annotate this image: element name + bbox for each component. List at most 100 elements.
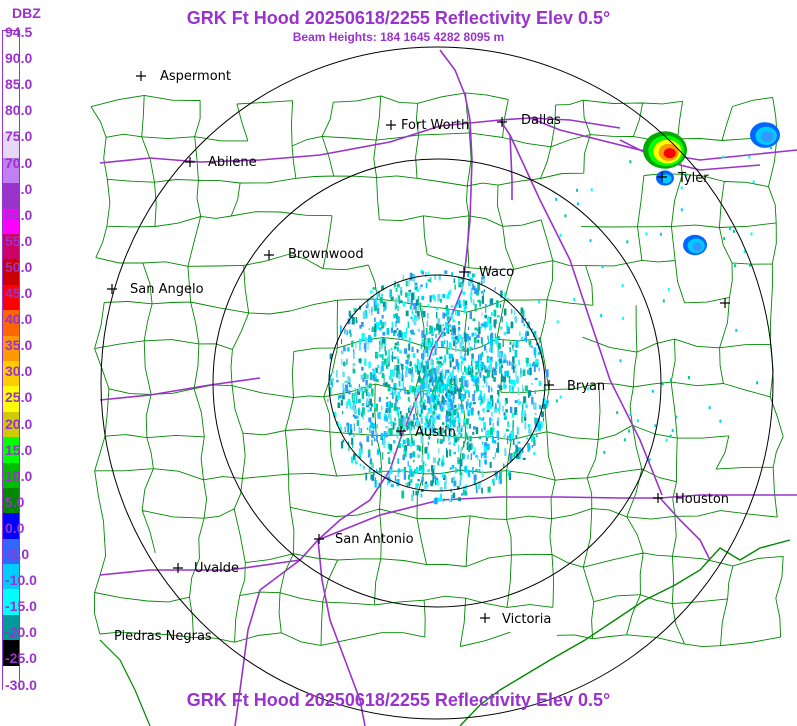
echo-cell bbox=[446, 447, 448, 456]
color-legend-bar bbox=[2, 30, 20, 692]
echo-cell bbox=[405, 482, 407, 486]
echo-cell bbox=[493, 319, 496, 327]
city-marker-icon bbox=[136, 71, 146, 81]
echo-cell bbox=[435, 479, 439, 486]
echo-cell bbox=[387, 431, 390, 435]
legend-color-swatch bbox=[3, 640, 19, 667]
echo-cell bbox=[400, 362, 402, 367]
echo-cell bbox=[464, 336, 468, 342]
echo-cell bbox=[348, 443, 350, 451]
echo-cell bbox=[357, 408, 361, 416]
echo-cell bbox=[461, 356, 464, 361]
echo-cell bbox=[434, 369, 437, 377]
echo-cell bbox=[475, 455, 479, 458]
echo-cell bbox=[439, 403, 442, 407]
echo-cell bbox=[434, 497, 438, 505]
echo-cell bbox=[353, 453, 356, 461]
echo-cell bbox=[355, 396, 358, 404]
echo-cell bbox=[446, 294, 450, 299]
echo-cell bbox=[368, 449, 371, 457]
echo-cell bbox=[533, 361, 535, 364]
echo-cell bbox=[474, 390, 476, 394]
echo-cell bbox=[361, 407, 365, 415]
echo-cell bbox=[409, 305, 413, 310]
echo-cell bbox=[360, 428, 363, 434]
echo-cell bbox=[429, 325, 431, 331]
echo-cell bbox=[361, 391, 365, 399]
echo-cell bbox=[351, 317, 355, 325]
echo-cell bbox=[353, 423, 355, 432]
echo-cell bbox=[426, 448, 429, 455]
echo-cell bbox=[465, 418, 469, 425]
echo-cell bbox=[506, 435, 509, 438]
echo-cell bbox=[397, 359, 400, 364]
echo-cell bbox=[413, 302, 417, 310]
echo-cell bbox=[440, 363, 444, 366]
echo-cell bbox=[391, 379, 393, 383]
city-label: Bryan bbox=[567, 379, 605, 394]
echo-cell bbox=[487, 402, 489, 406]
legend-value-label: -5.0 bbox=[5, 546, 30, 562]
echo-cell bbox=[394, 303, 396, 311]
echo-cell bbox=[445, 410, 449, 417]
echo-cell bbox=[354, 456, 357, 461]
rio-grande-border bbox=[99, 639, 151, 726]
echo-cell bbox=[376, 353, 380, 356]
echo-cell bbox=[512, 420, 515, 428]
echo-cell bbox=[464, 391, 466, 398]
echo-cell bbox=[398, 370, 400, 375]
echo-cell bbox=[436, 307, 439, 311]
echo-cell bbox=[408, 440, 411, 443]
echo-cell bbox=[523, 323, 525, 327]
echo-cell bbox=[463, 332, 467, 339]
echo-cell bbox=[424, 370, 426, 377]
echo-cell bbox=[431, 367, 434, 371]
echo-cell bbox=[490, 418, 492, 422]
echo-cell bbox=[509, 384, 511, 393]
echo-cell bbox=[383, 438, 386, 445]
echo-cell bbox=[365, 311, 368, 319]
echo-cell bbox=[433, 465, 436, 469]
legend-value-label: 80.0 bbox=[5, 102, 33, 119]
echo-cell bbox=[351, 340, 354, 348]
echo-cell bbox=[434, 475, 437, 480]
echo-cell bbox=[479, 459, 481, 467]
echo-cell bbox=[426, 351, 429, 358]
echo-cell bbox=[388, 359, 390, 367]
echo-cell bbox=[520, 367, 522, 374]
echo-cell bbox=[749, 263, 751, 267]
echo-cell bbox=[445, 402, 448, 406]
echo-cell bbox=[395, 287, 398, 292]
echo-cell bbox=[516, 412, 518, 416]
echo-cell bbox=[454, 433, 457, 438]
echo-cell bbox=[424, 422, 427, 426]
echo-cell bbox=[451, 329, 454, 332]
echo-cell bbox=[431, 468, 435, 476]
echo-cell bbox=[356, 420, 359, 426]
echo-cell bbox=[665, 438, 668, 442]
echo-cell bbox=[411, 309, 414, 313]
highway bbox=[99, 559, 301, 576]
echo-cell bbox=[388, 428, 392, 431]
echo-cell bbox=[434, 390, 437, 396]
echo-cell bbox=[437, 430, 439, 435]
echo-cell bbox=[446, 384, 448, 392]
echo-cell bbox=[421, 409, 423, 414]
echo-cell bbox=[497, 417, 499, 425]
echo-cell bbox=[648, 458, 651, 462]
echo-cell bbox=[352, 444, 354, 449]
echo-cell bbox=[438, 448, 440, 453]
echo-cell bbox=[353, 349, 355, 355]
echo-cell bbox=[407, 293, 411, 297]
echo-cell bbox=[379, 344, 381, 350]
echo-cell bbox=[411, 452, 414, 457]
echo-cell bbox=[422, 402, 425, 409]
legend-color-swatch bbox=[3, 132, 19, 159]
echo-cell bbox=[440, 386, 444, 390]
echo-cell bbox=[439, 361, 442, 364]
echo-cell bbox=[417, 368, 420, 375]
echo-cell bbox=[734, 264, 737, 268]
echo-cell bbox=[369, 458, 372, 462]
echo-cell bbox=[459, 459, 463, 467]
echo-cell bbox=[410, 419, 412, 422]
